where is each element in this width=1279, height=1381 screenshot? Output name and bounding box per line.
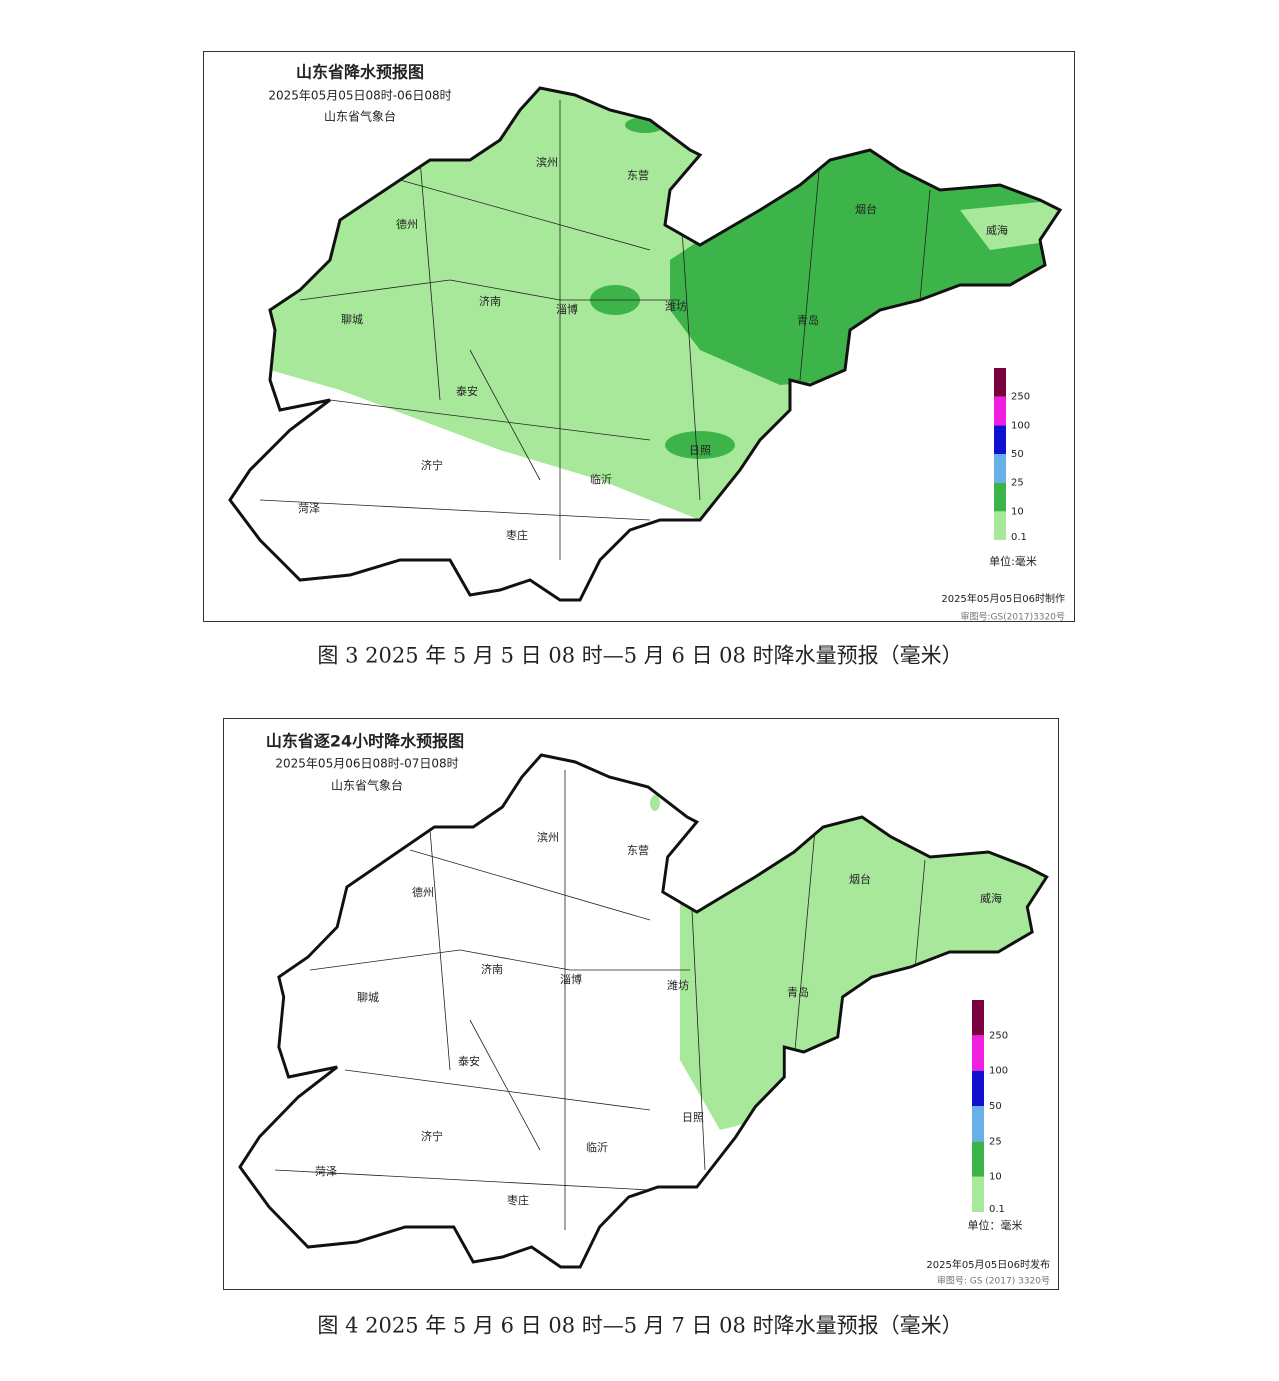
figure-caption: 图 3 2025 年 5 月 5 日 08 时—5 月 6 日 08 时降水量预… [317, 644, 962, 668]
county-borders [274, 770, 926, 1230]
legend-label: 25 [989, 1136, 1002, 1147]
city-label: 威海 [980, 891, 1002, 905]
city-label: 德州 [412, 885, 434, 899]
map-audit: 审图号:GS(2017)3320号 [960, 611, 1065, 623]
map-footer: 2025年05月05日06时发布 [926, 1258, 1050, 1271]
city-label: 威海 [986, 223, 1008, 237]
map-footer: 2025年05月05日06时制作 [941, 592, 1065, 605]
legend-swatch [972, 1106, 984, 1142]
city-label: 潍坊 [665, 299, 687, 313]
legend-unit: 单位：毫米 [968, 1218, 1023, 1232]
city-label: 淄博 [560, 973, 582, 986]
city-label: 临沂 [586, 1140, 608, 1154]
legend-swatch [972, 1176, 984, 1212]
legend-unit: 单位:毫米 [989, 554, 1037, 568]
map-title: 山东省逐24小时降水预报图 [266, 732, 464, 751]
map-issuer: 山东省气象台 [324, 109, 396, 124]
map-issuer: 山东省气象台 [331, 778, 403, 793]
legend-swatch [972, 1035, 984, 1071]
legend-swatch [994, 482, 1006, 512]
legend-swatch [972, 1141, 984, 1177]
legend-label: 100 [989, 1066, 1008, 1077]
city-label: 滨州 [537, 830, 559, 844]
legend-label: 25 [1011, 478, 1024, 489]
city-label: 菏泽 [315, 1165, 337, 1178]
city-label: 枣庄 [506, 528, 528, 542]
city-label: 日照 [689, 444, 711, 457]
map-subtitle: 2025年05月06日08时-07日08时 [275, 757, 458, 771]
city-label: 日照 [682, 1111, 704, 1124]
city-label: 烟台 [855, 202, 877, 216]
city-label: 德州 [396, 217, 418, 231]
city-label: 济宁 [421, 458, 443, 472]
city-label: 东营 [627, 843, 649, 857]
city-label: 枣庄 [507, 1193, 529, 1207]
city-label: 青岛 [787, 985, 809, 999]
figure-caption: 图 4 2025 年 5 月 6 日 08 时—5 月 7 日 08 时降水量预… [317, 1314, 962, 1338]
legend-label: 50 [989, 1101, 1002, 1112]
city-label: 临沂 [590, 472, 612, 486]
legend-swatch [994, 368, 1006, 397]
city-label: 泰安 [458, 1054, 480, 1068]
legend-label: 250 [1011, 392, 1030, 403]
city-label: 聊城 [341, 312, 363, 326]
city-label: 烟台 [849, 872, 871, 886]
legend-label: 0.1 [1011, 532, 1027, 543]
city-label: 泰安 [456, 384, 478, 398]
legend-label: 250 [989, 1030, 1008, 1041]
map-audit: 审图号: GS (2017) 3320号 [937, 1275, 1050, 1287]
map-frame [223, 718, 1059, 1290]
legend-label: 10 [1011, 506, 1024, 517]
legend-label: 0.1 [989, 1204, 1005, 1215]
legend-swatch [994, 454, 1006, 483]
city-label: 济南 [479, 294, 501, 308]
legend-label: 10 [989, 1172, 1002, 1183]
rain-area [650, 795, 1047, 1130]
city-label: 滨州 [536, 155, 558, 169]
legend-label: 100 [1011, 420, 1030, 431]
legend-swatch [994, 511, 1006, 540]
legend-swatch [972, 1070, 984, 1106]
county-borders [259, 100, 931, 560]
city-label: 东营 [627, 168, 649, 182]
city-label: 青岛 [797, 313, 819, 327]
map-title: 山东省降水预报图 [296, 63, 424, 82]
city-label: 菏泽 [298, 502, 320, 515]
legend-label: 50 [1011, 449, 1024, 460]
city-label: 济宁 [421, 1129, 443, 1143]
map-subtitle: 2025年05月05日08时-06日08时 [268, 89, 451, 103]
city-label: 潍坊 [667, 978, 689, 992]
legend-swatch [994, 425, 1006, 454]
legend-swatch [994, 396, 1006, 426]
city-label: 聊城 [357, 990, 379, 1004]
legend-swatch [972, 1000, 984, 1036]
city-label: 淄博 [556, 303, 578, 316]
city-label: 济南 [481, 962, 503, 976]
